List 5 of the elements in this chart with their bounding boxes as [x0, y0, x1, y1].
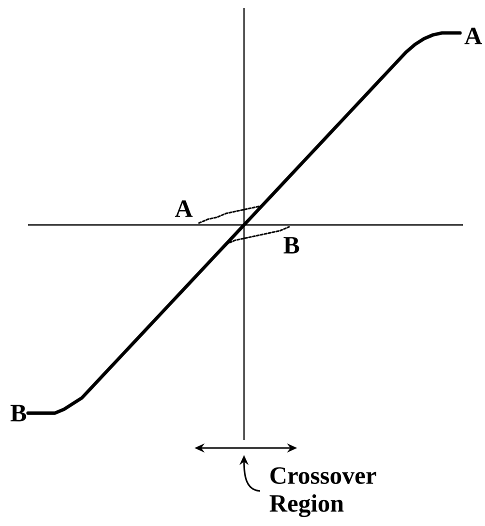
series-label: A — [175, 200, 193, 217]
text: B — [10, 404, 26, 422]
text: Crossover Region — [270, 467, 376, 518]
series-label: B — [284, 237, 300, 254]
text: A — [464, 28, 482, 44]
